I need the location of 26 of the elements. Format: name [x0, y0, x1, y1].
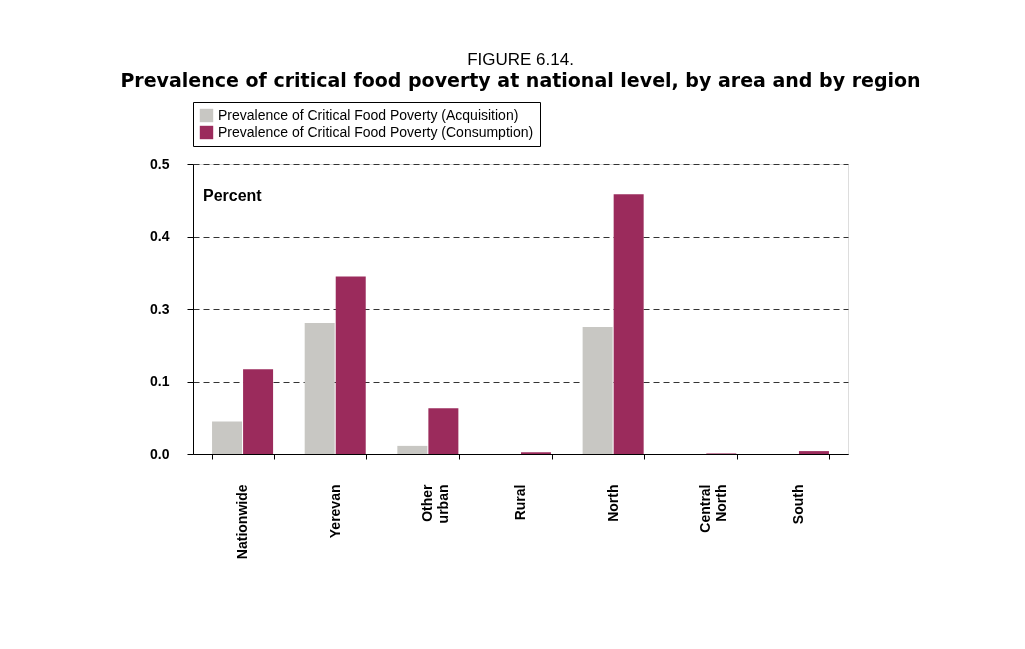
y-tick-label: 0.1 [150, 373, 170, 389]
x-tick-label: South [789, 484, 806, 525]
y-tick-label: 0.3 [150, 300, 170, 317]
x-tick-label: Nationwide [234, 484, 251, 560]
bar [613, 194, 644, 454]
legend-label: Prevalence of Critical Food Poverty (Acquisition) [218, 106, 519, 123]
x-tick-label: North [604, 484, 621, 522]
chart-subtitle: Prevalence of critical food poverty at national level, by area and by region [120, 68, 921, 91]
chart-title: FIGURE 6.14. [467, 49, 574, 69]
bar [428, 408, 459, 454]
bar [304, 322, 335, 454]
x-tick-label: Rural [512, 484, 528, 521]
bar [335, 276, 366, 454]
bar [582, 326, 613, 454]
bar [397, 445, 428, 454]
bar [212, 421, 243, 454]
legend-label: Prevalence of Critical Food Poverty (Consumption) [218, 123, 534, 140]
x-tick-label: Other urban [419, 483, 452, 524]
bar [798, 451, 829, 454]
y-tick-label: 0.0 [150, 445, 170, 462]
bar [243, 369, 274, 454]
y-tick-label: 0.4 [150, 228, 170, 244]
x-tick-label: Central North [697, 484, 730, 533]
x-tick-label: Yerevan [326, 484, 343, 539]
y-tick-label: 0.5 [150, 155, 170, 172]
annotation: Percent [203, 187, 263, 204]
